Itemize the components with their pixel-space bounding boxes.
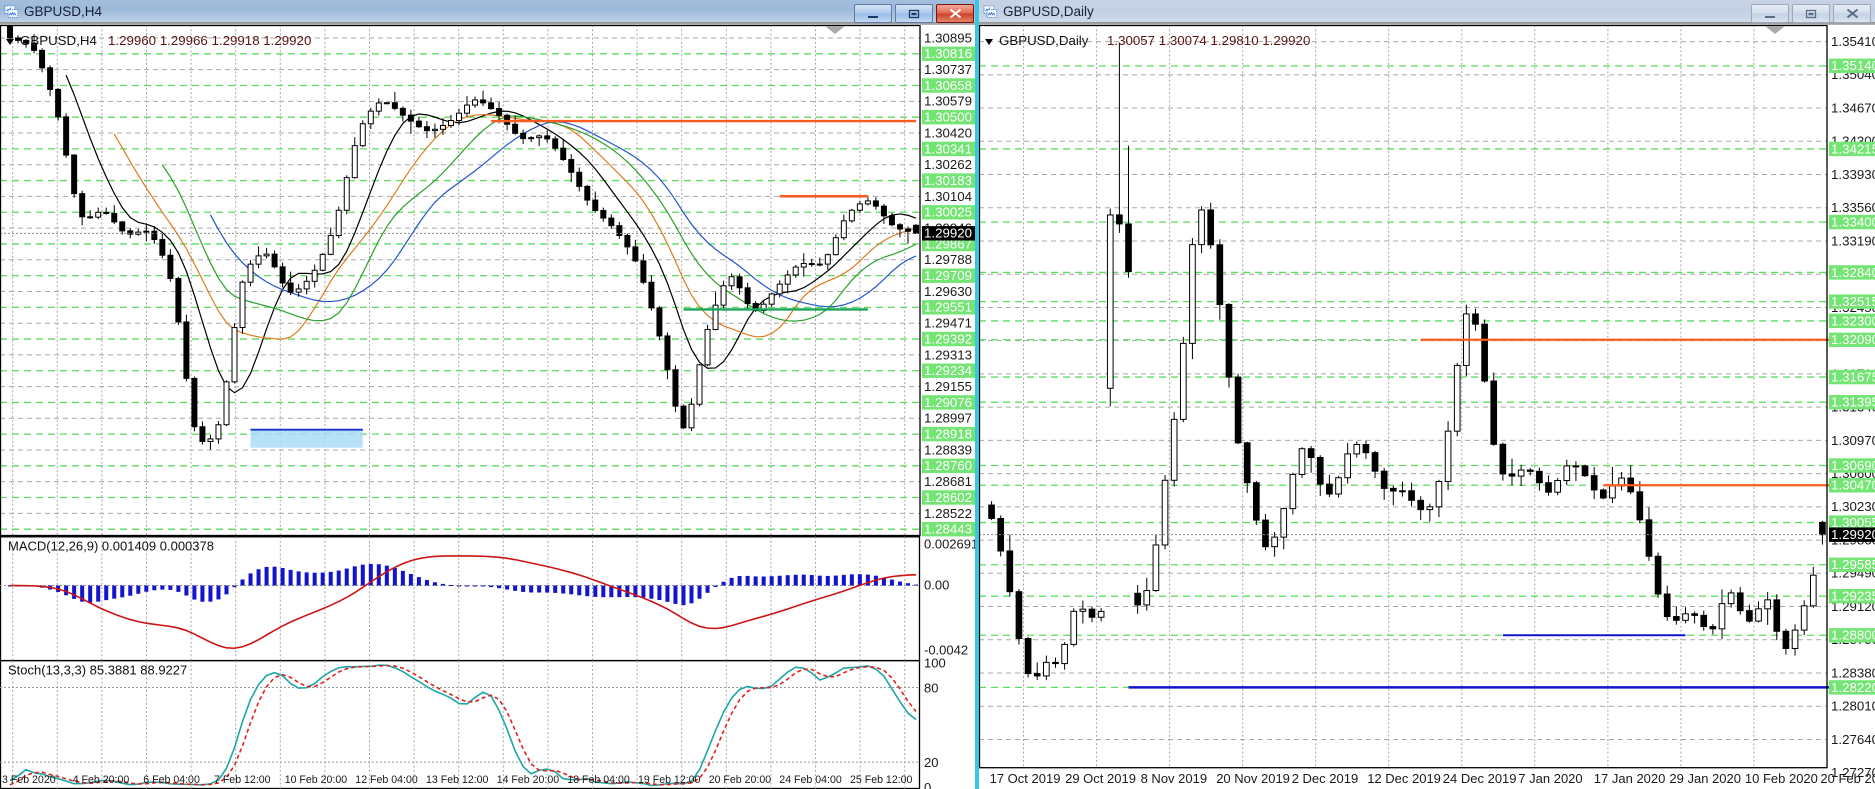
svg-text:13 Feb 12:00: 13 Feb 12:00 — [426, 774, 489, 786]
svg-text:1.30183: 1.30183 — [924, 173, 972, 188]
svg-text:12 Feb 04:00: 12 Feb 04:00 — [355, 774, 418, 786]
svg-text:1.32090: 1.32090 — [1831, 332, 1875, 347]
svg-text:12 Dec 2019: 12 Dec 2019 — [1367, 771, 1441, 786]
svg-text:1.29234: 1.29234 — [924, 363, 972, 378]
svg-text:1.29235: 1.29235 — [1831, 589, 1875, 604]
svg-text:1.28522: 1.28522 — [924, 506, 972, 521]
svg-text:1.30895: 1.30895 — [924, 30, 972, 45]
svg-text:1.30500: 1.30500 — [924, 110, 972, 125]
svg-text:1.28380: 1.28380 — [1831, 665, 1875, 680]
svg-text:1.27640: 1.27640 — [1831, 732, 1875, 747]
svg-text:1.28602: 1.28602 — [924, 490, 972, 505]
svg-text:1.29709: 1.29709 — [924, 268, 972, 283]
svg-text:1.28760: 1.28760 — [924, 458, 972, 473]
svg-text:20 Feb 20:00: 20 Feb 20:00 — [709, 774, 772, 786]
svg-text:7 Jan 2020: 7 Jan 2020 — [1518, 771, 1582, 786]
svg-text:80: 80 — [924, 681, 938, 696]
svg-text:10 Feb 2020: 10 Feb 2020 — [1745, 771, 1818, 786]
svg-text:1.28220: 1.28220 — [1831, 680, 1875, 695]
svg-text:1.29471: 1.29471 — [924, 316, 972, 331]
svg-text:1.28997: 1.28997 — [924, 411, 972, 426]
svg-text:1.30737: 1.30737 — [924, 62, 972, 77]
svg-text:1.30816: 1.30816 — [924, 46, 972, 61]
svg-text:17 Oct 2019: 17 Oct 2019 — [990, 771, 1061, 786]
svg-text:1.29551: 1.29551 — [924, 300, 972, 315]
svg-text:20 Feb 2020: 20 Feb 2020 — [1820, 771, 1875, 786]
svg-text:2 Dec 2019: 2 Dec 2019 — [1292, 771, 1359, 786]
svg-text:19 Feb 12:00: 19 Feb 12:00 — [638, 774, 701, 786]
svg-text:1.28681: 1.28681 — [924, 474, 972, 489]
svg-text:1.30025: 1.30025 — [924, 205, 972, 220]
svg-text:25 Feb 12:00: 25 Feb 12:00 — [850, 774, 913, 786]
svg-text:1.31675: 1.31675 — [1831, 370, 1875, 385]
svg-text:1.35140: 1.35140 — [1831, 58, 1875, 73]
svg-text:1.29076: 1.29076 — [924, 395, 972, 410]
svg-text:Stoch(13,3,3) 85.3881 88.9227: Stoch(13,3,3) 85.3881 88.9227 — [8, 663, 187, 678]
svg-text:1.34215: 1.34215 — [1831, 141, 1875, 156]
svg-text:1.28800: 1.28800 — [1831, 628, 1875, 643]
svg-text:1.29585: 1.29585 — [1831, 557, 1875, 572]
svg-text:1.33190: 1.33190 — [1831, 233, 1875, 248]
svg-text:17 Jan 2020: 17 Jan 2020 — [1594, 771, 1666, 786]
svg-text:1.35410: 1.35410 — [1831, 34, 1875, 49]
svg-text:1.30230: 1.30230 — [1831, 499, 1875, 514]
svg-text:1.33930: 1.33930 — [1831, 167, 1875, 182]
svg-text:4 Feb 20:00: 4 Feb 20:00 — [73, 774, 130, 786]
svg-text:1.30579: 1.30579 — [924, 94, 972, 109]
svg-text:8 Nov 2019: 8 Nov 2019 — [1141, 771, 1208, 786]
svg-text:1.29630: 1.29630 — [924, 284, 972, 299]
svg-text:1.30341: 1.30341 — [924, 141, 972, 156]
svg-text:7 Feb 12:00: 7 Feb 12:00 — [214, 774, 271, 786]
svg-text:1.32300: 1.32300 — [1831, 313, 1875, 328]
svg-text:100: 100 — [924, 656, 946, 671]
svg-text:1.30658: 1.30658 — [924, 78, 972, 93]
svg-text:29 Oct 2019: 29 Oct 2019 — [1065, 771, 1136, 786]
svg-text:1.30104: 1.30104 — [924, 189, 972, 204]
svg-text:0.00: 0.00 — [924, 578, 949, 593]
svg-text:6 Feb 04:00: 6 Feb 04:00 — [143, 774, 200, 786]
svg-text:1.29920: 1.29920 — [1831, 527, 1875, 542]
svg-text:1.30420: 1.30420 — [924, 125, 972, 140]
svg-text:MACD(12,26,9) 0.001409 0.00037: MACD(12,26,9) 0.001409 0.000378 — [8, 539, 214, 554]
svg-text:GBPUSD,Daily: GBPUSD,Daily — [999, 33, 1089, 48]
svg-text:1.29392: 1.29392 — [924, 331, 972, 346]
svg-text:GBPUSD,H4: GBPUSD,H4 — [20, 33, 97, 48]
svg-text:1.29920: 1.29920 — [924, 226, 972, 241]
svg-text:14 Feb 20:00: 14 Feb 20:00 — [497, 774, 560, 786]
svg-text:3 Feb 2020: 3 Feb 2020 — [2, 774, 56, 786]
svg-text:18 Feb 04:00: 18 Feb 04:00 — [567, 774, 630, 786]
svg-text:1.32515: 1.32515 — [1831, 294, 1875, 309]
svg-text:1.29960 1.29966 1.29918 1.2992: 1.29960 1.29966 1.29918 1.29920 — [108, 33, 311, 48]
svg-text:24 Dec 2019: 24 Dec 2019 — [1443, 771, 1517, 786]
svg-text:1.29313: 1.29313 — [924, 347, 972, 362]
svg-text:1.32840: 1.32840 — [1831, 265, 1875, 280]
svg-text:1.28010: 1.28010 — [1831, 699, 1875, 714]
svg-text:0.002691: 0.002691 — [924, 537, 978, 552]
svg-text:1.30690: 1.30690 — [1831, 458, 1875, 473]
svg-text:24 Feb 04:00: 24 Feb 04:00 — [779, 774, 842, 786]
svg-text:1.29788: 1.29788 — [924, 252, 972, 267]
svg-text:1.28443: 1.28443 — [924, 522, 972, 537]
svg-text:20 Nov 2019: 20 Nov 2019 — [1216, 771, 1290, 786]
svg-text:1.30262: 1.30262 — [924, 157, 972, 172]
svg-text:1.30970: 1.30970 — [1831, 433, 1875, 448]
svg-text:1.34670: 1.34670 — [1831, 101, 1875, 116]
svg-text:20: 20 — [924, 755, 938, 770]
svg-text:29 Jan 2020: 29 Jan 2020 — [1669, 771, 1741, 786]
svg-text:1.31395: 1.31395 — [1831, 395, 1875, 410]
svg-text:1.28839: 1.28839 — [924, 442, 972, 457]
svg-text:1.30057 1.30074 1.29810 1.2992: 1.30057 1.30074 1.29810 1.29920 — [1107, 33, 1310, 48]
svg-text:1.33560: 1.33560 — [1831, 200, 1875, 215]
svg-text:1.29155: 1.29155 — [924, 379, 972, 394]
svg-text:1.30470: 1.30470 — [1831, 478, 1875, 493]
svg-text:1.33400: 1.33400 — [1831, 215, 1875, 230]
svg-text:0: 0 — [924, 780, 931, 789]
svg-text:10 Feb 20:00: 10 Feb 20:00 — [285, 774, 348, 786]
svg-text:1.28918: 1.28918 — [924, 427, 972, 442]
